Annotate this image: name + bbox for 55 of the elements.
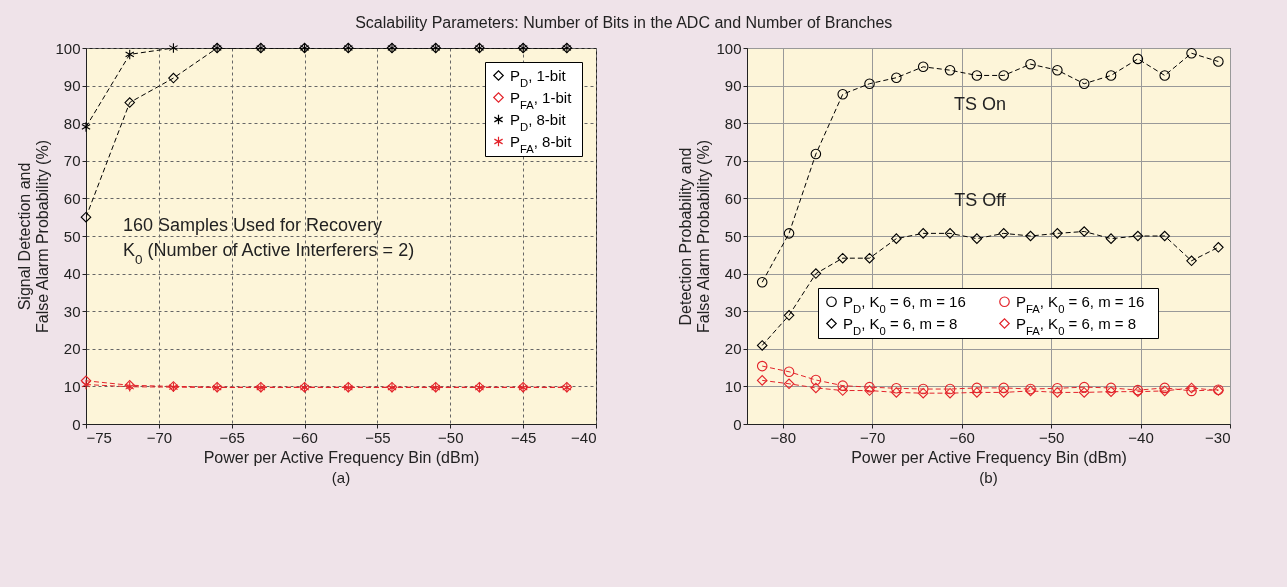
x-tick-label: −70 [860,428,886,446]
legend-label: P$_{D}$, 1-bit [510,66,567,89]
x-tick-label: −70 [146,428,173,446]
legend-label: P$_{FA}$, 1-bit [510,88,573,111]
y-tick-label: 60 [724,189,742,207]
y-tick-label: 20 [63,340,81,358]
y-tick-label: 70 [724,152,742,170]
y-tick-label: 80 [724,114,742,132]
y-tick-label: 90 [63,77,81,95]
chart-title: Scalability Parameters: Number of Bits in the ADC and Number of Branches [355,13,893,31]
annotation: K$_{0}$ (Number of Active Interferers = 2) [123,240,415,267]
x-axis-title: Power per Active Frequency Bin (dBm) [203,448,480,466]
y-axis-title: Detection Probability and False Alarm Probability (%) [677,140,713,333]
x-tick-label: −60 [949,428,975,446]
text: (a) [331,469,351,486]
annotation: TS Off [954,190,1007,210]
y-tick-label: 90 [724,77,742,95]
x-tick-label: −30 [1205,428,1231,446]
y-tick-label: 50 [724,227,742,245]
y-axis-title: Signal Detection and False Alarm Probability (%) [16,140,52,333]
y-tick-label: 40 [724,265,742,283]
annotation: TS On [953,94,1007,114]
y-tick-label: 40 [63,265,81,283]
x-tick-label: −55 [365,428,391,446]
x-tick-label: −50 [438,428,464,446]
y-tick-label: 80 [63,114,81,132]
y-tick-label: 30 [724,302,742,320]
y-tick-label: 100 [55,39,81,57]
x-tick-label: −40 [571,428,597,446]
legend-label: P$_{FA}$, K$_{0}$ = 6, m = 8 [1016,314,1137,337]
y-tick-label: 70 [63,152,81,170]
x-axis-title: Power per Active Frequency Bin (dBm) [851,448,1127,466]
y-tick-label: 0 [72,415,81,433]
legend-label: P$_{FA}$, K$_{0}$ = 6, m = 16 [1016,292,1145,315]
x-tick-label: −60 [292,428,318,446]
y-tick-label: 10 [63,377,81,395]
legend-label: P$_{D}$, 8-bit [510,110,567,133]
x-tick-label: −45 [510,428,537,446]
y-tick-label: 30 [63,302,81,320]
text: (b) [979,469,998,486]
y-tick-label: 10 [724,377,742,395]
legend-label: P$_{D}$, K$_{0}$ = 6, m = 16 [843,292,966,315]
x-tick-label: −50 [1038,428,1065,446]
x-tick-label: −80 [770,428,796,446]
y-tick-label: 100 [716,39,742,57]
y-tick-label: 0 [733,415,742,433]
legend-label: P$_{D}$, K$_{0}$ = 6, m = 8 [843,314,958,337]
legend-label: P$_{FA}$, 8-bit [510,132,573,155]
x-tick-label: −40 [1128,428,1154,446]
y-tick-label: 60 [63,189,81,207]
x-tick-label: −75 [86,428,112,446]
y-tick-label: 20 [724,340,742,358]
x-tick-label: −65 [219,428,245,446]
annotation: 160 Samples Used for Recovery [123,215,383,235]
y-tick-label: 50 [63,227,81,245]
